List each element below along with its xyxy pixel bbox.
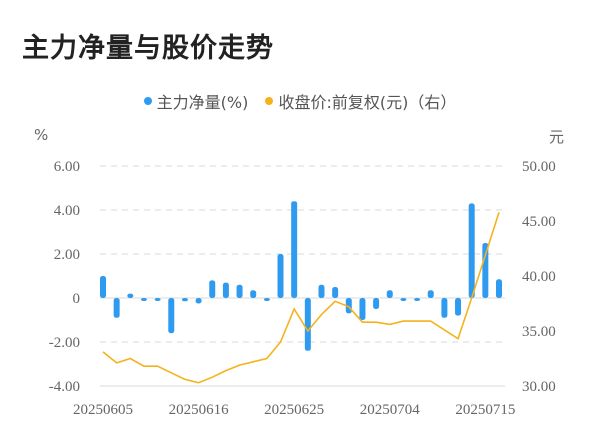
net-flow-bar[interactable] [291,201,298,298]
net-flow-bar[interactable] [154,298,161,301]
net-flow-bar[interactable] [482,243,489,298]
left-axis-tick: 0 [73,291,81,307]
legend-item-net-flow[interactable]: 主力净量(%) [143,89,249,113]
legend: 主力净量(%) 收盘价:前复权(元)（右） [0,89,600,113]
net-flow-bar[interactable] [209,280,216,298]
x-axis-tick: 20250625 [264,402,324,418]
net-flow-bar[interactable] [455,298,462,316]
net-flow-bar[interactable] [414,298,421,301]
legend-label: 主力净量(%) [156,93,249,112]
right-axis-unit: 元 [549,128,565,146]
net-flow-bar[interactable] [277,254,284,298]
legend-label: 收盘价:前复权(元)（右） [278,93,457,112]
net-flow-bar[interactable] [181,298,188,302]
chart-title: 主力净量与股价走势 [22,33,274,64]
right-axis-tick: 50.00 [522,159,556,175]
right-axis-tick: 40.00 [522,269,556,285]
left-axis-tick: -4.00 [49,379,80,395]
x-axis-tick: 20250616 [169,402,230,418]
legend-dot-icon [143,97,152,105]
net-flow-bar[interactable] [468,203,475,298]
left-axis-tick: -2.00 [49,335,80,351]
net-flow-bar[interactable] [332,287,339,298]
net-flow-bar[interactable] [263,298,270,301]
close-price-line[interactable] [102,211,500,384]
legend-dot-icon [265,97,274,105]
right-axis-tick: 35.00 [522,324,556,340]
net-flow-bar[interactable] [400,298,407,301]
net-flow-bar[interactable] [250,290,257,298]
legend-item-close-price[interactable]: 收盘价:前复权(元)（右） [265,89,456,113]
left-axis-tick: 2.00 [54,247,80,263]
net-flow-bar[interactable] [140,298,147,301]
left-axis-tick: 6.00 [54,159,80,175]
net-flow-bar[interactable] [222,282,229,298]
x-axis-tick: 20250704 [360,402,421,418]
left-axis-unit: % [34,126,49,144]
net-flow-bar[interactable] [113,298,120,318]
net-flow-bar[interactable] [100,276,106,298]
left-axis-tick: 4.00 [54,203,80,219]
net-flow-bar[interactable] [359,298,366,320]
net-flow-bar[interactable] [236,284,243,298]
x-axis-tick: 20250605 [73,402,133,418]
net-flow-bar[interactable] [427,290,434,298]
net-flow-bar[interactable] [496,279,502,298]
net-flow-bar[interactable] [373,298,380,309]
right-axis-tick: 45.00 [522,214,556,230]
x-axis-tick: 20250715 [455,402,515,418]
net-flow-bar[interactable] [304,298,311,351]
net-flow-bar[interactable] [127,293,134,298]
net-flow-bar[interactable] [386,290,393,298]
net-flow-bar[interactable] [441,298,448,318]
right-axis-tick: 30.00 [522,379,556,395]
net-flow-bar[interactable] [168,298,175,334]
net-flow-bar[interactable] [195,298,202,304]
net-flow-bar[interactable] [318,284,325,298]
